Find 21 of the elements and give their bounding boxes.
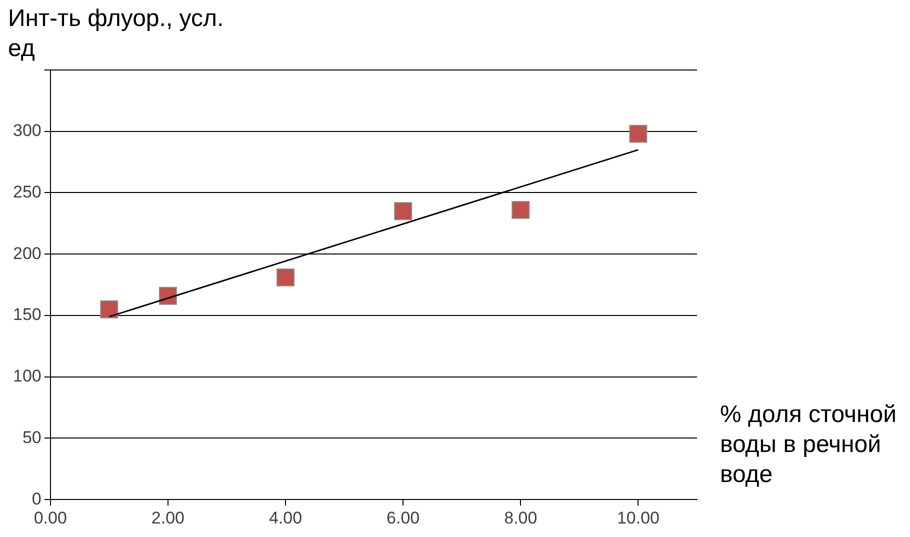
y-tick-label: 250: [12, 182, 42, 202]
x-tick-label: 2.00: [151, 508, 184, 528]
x-tick-label: 0.00: [34, 508, 67, 528]
point: [394, 202, 412, 220]
y-tick-label: 50: [22, 428, 42, 447]
x-tick-label: 10.00: [616, 508, 660, 528]
y-tick-label: 150: [12, 305, 42, 324]
x-tick-label: 6.00: [386, 508, 420, 528]
y-axis-title: Инт-ть флуор., усл. ед: [8, 4, 238, 64]
point: [158, 286, 177, 305]
point: [276, 268, 294, 286]
x-axis-title: % доля сточной воды в речной воде: [720, 400, 898, 490]
point: [100, 300, 118, 318]
point: [512, 200, 530, 219]
y-tick-label: 100: [12, 366, 42, 386]
y-tick-label: 300: [12, 121, 42, 140]
x-tick-label: 4.00: [268, 508, 302, 528]
x-tick-label: 8.00: [504, 508, 538, 528]
y-tick-label: 0: [32, 489, 42, 508]
y-tick-label: 200: [12, 244, 42, 263]
point: [629, 124, 648, 143]
